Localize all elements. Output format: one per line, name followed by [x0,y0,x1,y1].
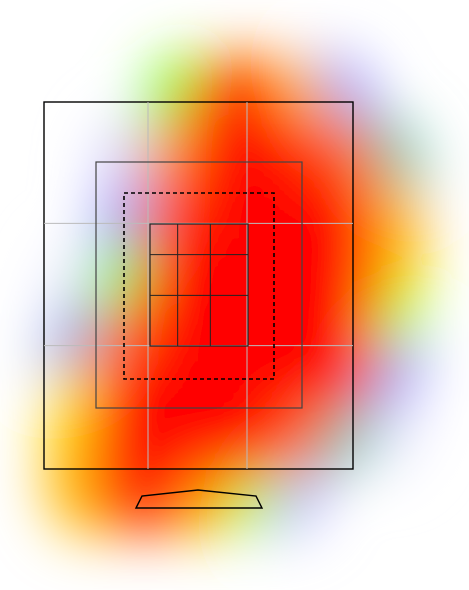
middle-zone-box [95,161,303,409]
zone-overlay [43,101,354,509]
home-plate [134,489,264,509]
outer-zone-box [43,101,354,470]
inner-zone-box [149,223,249,347]
heat-cell [189,360,281,476]
